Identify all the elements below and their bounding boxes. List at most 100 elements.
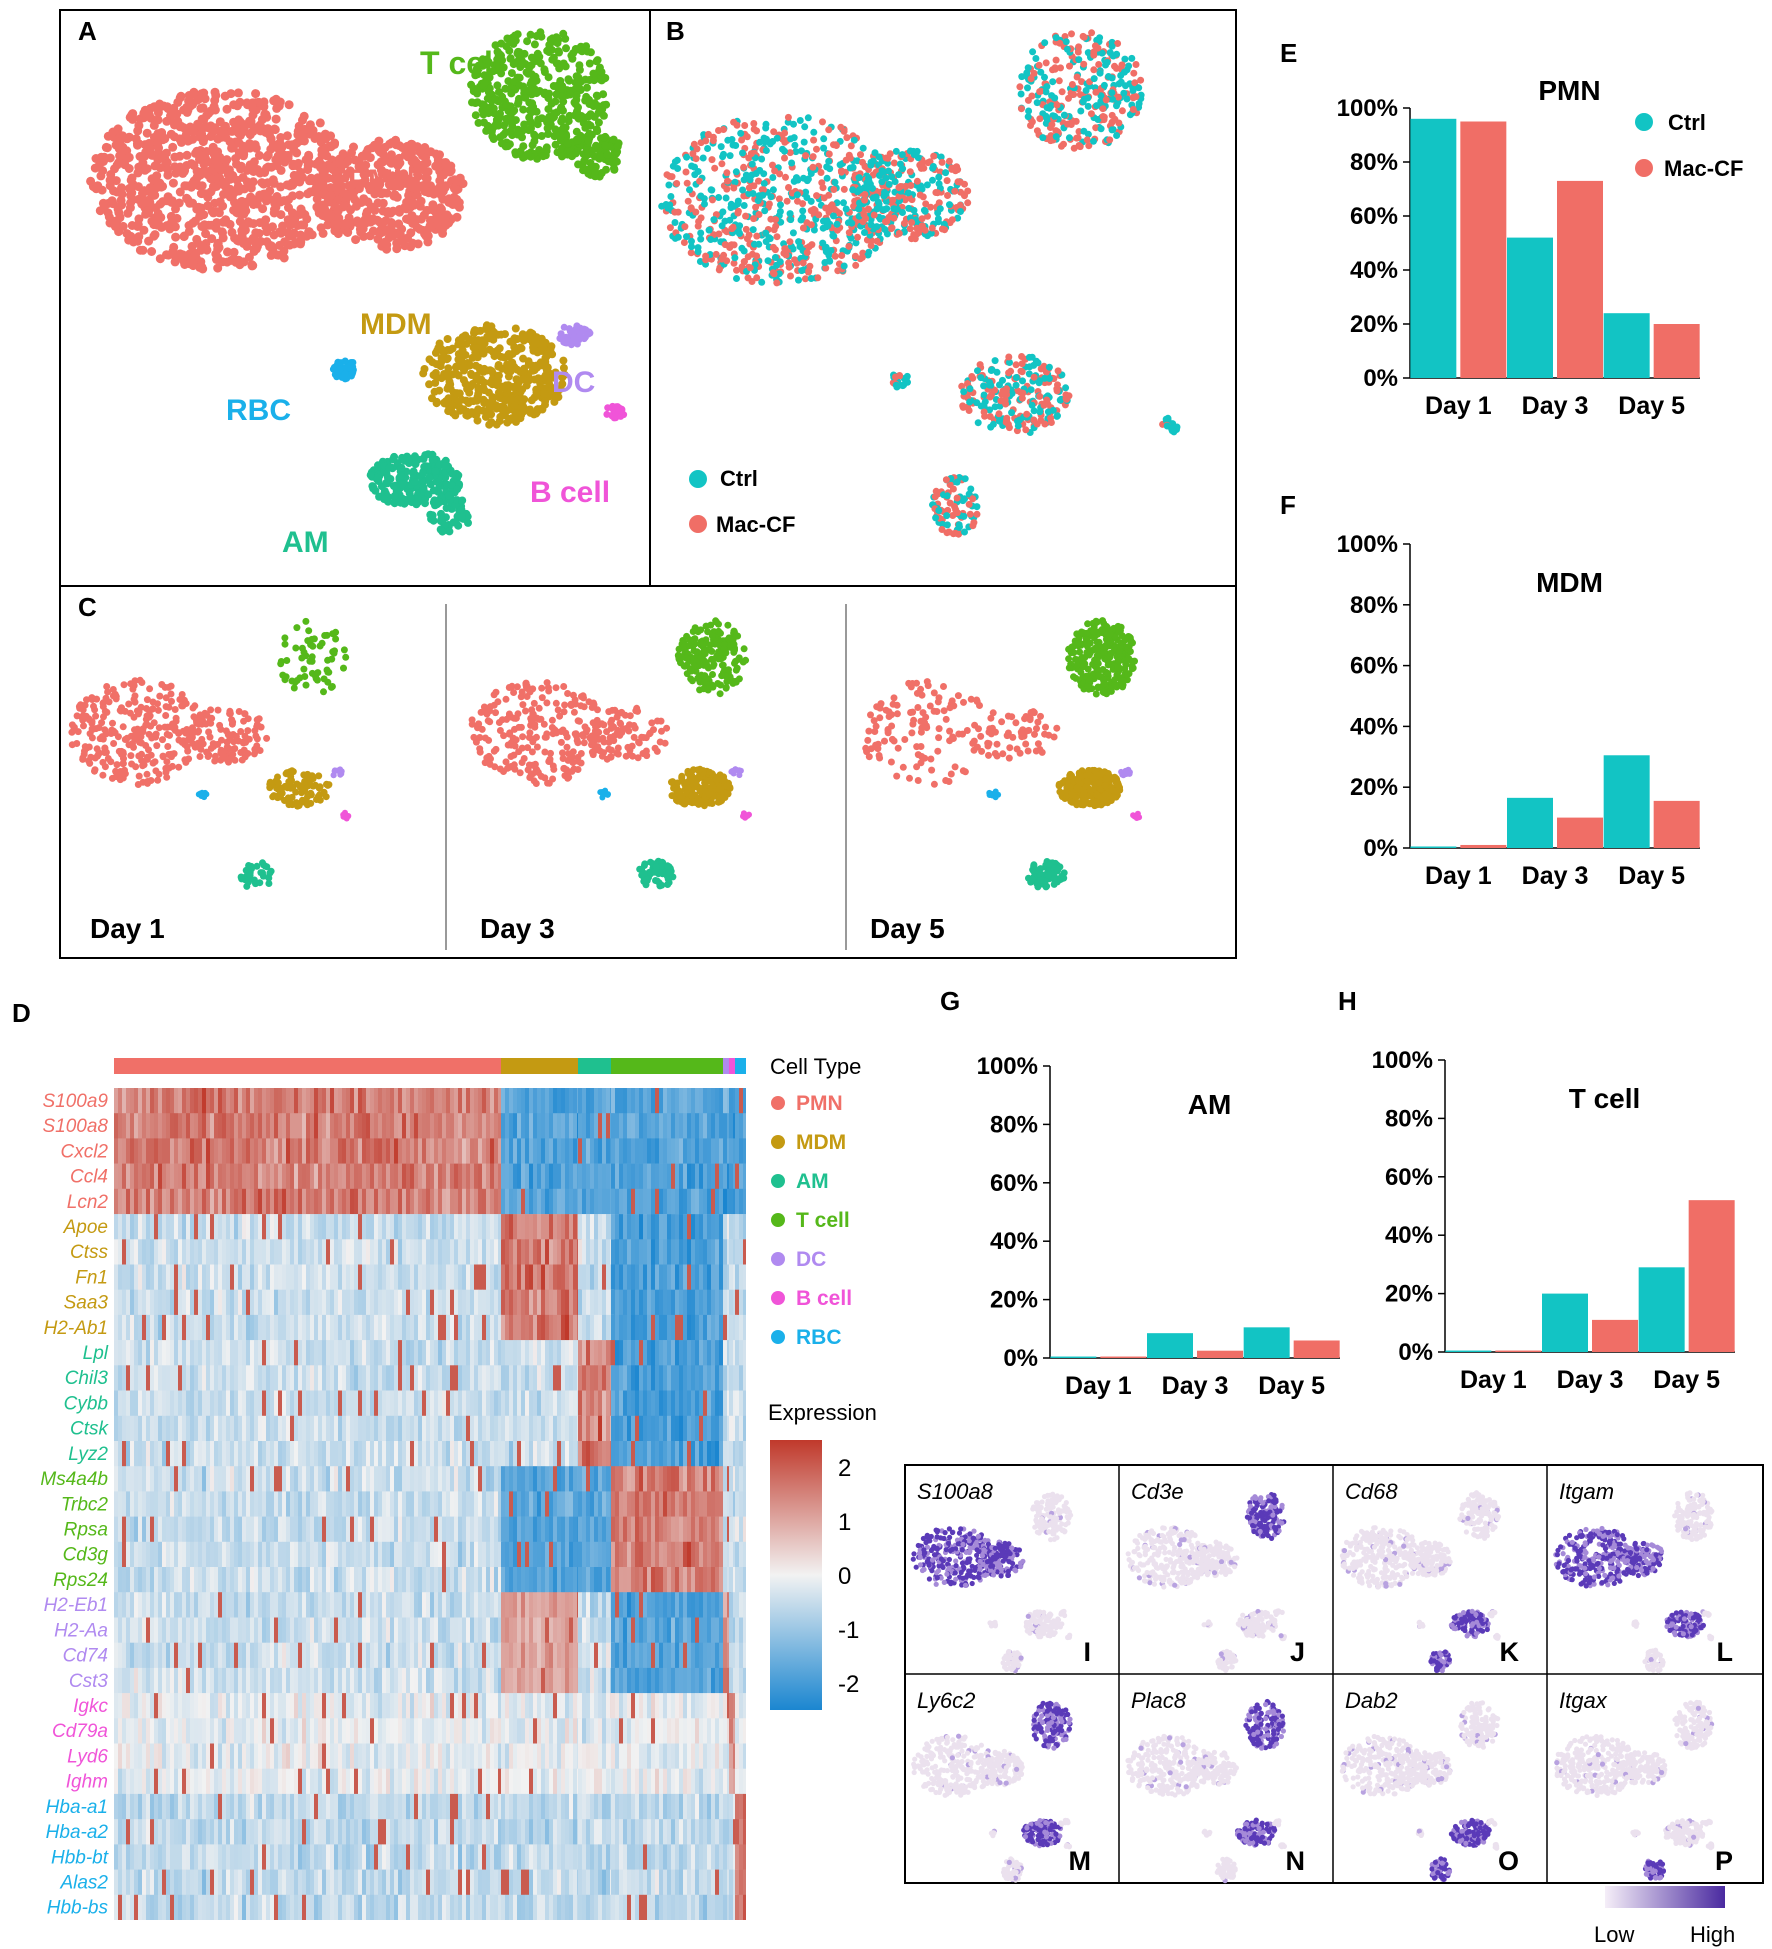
- bar-legend-label: Mac-CF: [1664, 156, 1743, 181]
- x-tick-label: Day 5: [1618, 392, 1685, 420]
- heatmap-row-Chil3: [114, 1365, 746, 1391]
- anno-dc: [723, 1058, 729, 1074]
- gene-label: Hbb-bt: [51, 1847, 109, 1868]
- gene-label: H2-Ab1: [44, 1318, 108, 1339]
- umap-c-points: [68, 617, 1143, 891]
- y-tick-label: 100%: [977, 1053, 1038, 1080]
- y-tick-label: 40%: [1385, 1222, 1433, 1249]
- cell-type-label: B cell: [796, 1287, 852, 1310]
- panel-letter-e: E: [1280, 38, 1297, 68]
- gene-labels: S100a9 S100a8 Cxcl2 Ccl4 Lcn2 Apoe Ctss Fn1 Saa3…: [40, 1091, 109, 1919]
- umap-b-cluster-3: [958, 353, 1073, 436]
- umap-c-day-3: [862, 617, 1143, 891]
- cell-type-label: MDM: [796, 1131, 846, 1154]
- gene-label: Lpl: [83, 1343, 109, 1364]
- feature-gene-label: Itgax: [1559, 1688, 1608, 1713]
- feature-panel-letter: I: [1083, 1637, 1091, 1667]
- heatmap-row-Alas2: [114, 1869, 746, 1896]
- cluster-dc: [556, 322, 594, 349]
- bar-chart-h: 0% 20% 40% 60% 80% 100% Day 1 Day 3 Day 5 T cell: [1372, 1047, 1735, 1394]
- chart-title: T cell: [1569, 1083, 1641, 1114]
- expression-heatmap: [114, 1088, 746, 1920]
- bar-ctrl-day5: [1638, 1267, 1685, 1352]
- gene-label: Lyz2: [68, 1444, 108, 1465]
- c-bcell: [740, 810, 752, 821]
- x-tick-label: Day 5: [1258, 1372, 1325, 1400]
- c-dc: [330, 766, 345, 779]
- heatmap-row-Hba-a1: [114, 1793, 746, 1820]
- cluster-pmn: [86, 87, 352, 274]
- c-pmn-lobe: [179, 706, 271, 766]
- feature-gene-label: Dab2: [1345, 1688, 1398, 1713]
- cluster-mdm: [419, 321, 569, 429]
- heatmap-row-Cst3: [114, 1667, 746, 1694]
- gene-label: Hbb-bs: [47, 1898, 109, 1919]
- feature-panel-letter: N: [1286, 1846, 1306, 1876]
- y-tick-label: 20%: [1350, 311, 1398, 338]
- y-tick-label: 40%: [1350, 713, 1398, 740]
- y-tick-label: 60%: [1350, 203, 1398, 230]
- heatmap-row-Cd79a: [114, 1718, 746, 1744]
- c-dc: [728, 766, 744, 779]
- y-tick-label: 80%: [990, 1111, 1038, 1138]
- feature-plot-Dab2: Dab2 O: [1339, 1688, 1519, 1882]
- cluster-rbc: [329, 357, 357, 383]
- c-pmn: [68, 676, 207, 788]
- y-tick-label: 0%: [1363, 835, 1398, 862]
- y-tick-label: 0%: [1003, 1345, 1038, 1372]
- expression-tick: -2: [838, 1671, 859, 1698]
- heatmap-row-Lcn2: [114, 1188, 746, 1215]
- c-rbc: [195, 789, 210, 801]
- panel-letter-b: B: [666, 16, 685, 46]
- feature-gene-label: Cd3e: [1131, 1479, 1184, 1504]
- y-tick-label: 40%: [990, 1228, 1038, 1255]
- bar-mac-cf-day1: [1495, 1350, 1542, 1352]
- c-pmn: [468, 679, 608, 787]
- feature-plot-S100a8: S100a8 I: [910, 1479, 1091, 1674]
- x-tick-label: Day 5: [1653, 1366, 1720, 1394]
- y-tick-label: 20%: [1385, 1281, 1433, 1308]
- y-tick-label: 100%: [1337, 95, 1398, 122]
- y-tick-label: 80%: [1350, 149, 1398, 176]
- bar-mac-cf-day3: [1557, 817, 1603, 848]
- heatmap-row-S100a8: [114, 1113, 746, 1139]
- cell-type-label: PMN: [796, 1092, 843, 1115]
- panel-letter-d: D: [12, 998, 31, 1028]
- heatmap-row-Ccl4: [114, 1163, 746, 1190]
- gene-label: H2-Eb1: [44, 1595, 108, 1616]
- heatmap-row-Igkc: [114, 1693, 746, 1719]
- cell-type-dot: [771, 1330, 785, 1344]
- gene-label: Fn1: [75, 1267, 108, 1288]
- gene-label: Ctsk: [70, 1419, 110, 1440]
- expression-colorbar: [770, 1440, 822, 1710]
- heatmap-row-Hba-a2: [114, 1819, 746, 1845]
- gene-label: S100a8: [42, 1116, 108, 1137]
- y-tick-label: 80%: [1385, 1105, 1433, 1132]
- panel-letter-c: C: [78, 592, 97, 622]
- cluster-tcell: [467, 28, 611, 163]
- umap-b-cluster-6: [1159, 414, 1181, 436]
- legend-label-ctrl: Ctrl: [720, 466, 758, 491]
- feature-panel-letter: K: [1500, 1637, 1520, 1667]
- label-am: AM: [282, 526, 329, 559]
- feature-panel-letter: M: [1069, 1846, 1092, 1876]
- bar-ctrl-day5: [1243, 1327, 1290, 1358]
- y-tick-label: 20%: [1350, 774, 1398, 801]
- chart-title: PMN: [1538, 75, 1600, 106]
- bar-ctrl-day3: [1542, 1293, 1588, 1352]
- heatmap-row-Hbb-bs: [114, 1894, 746, 1920]
- expression-tick: 0: [838, 1563, 851, 1590]
- bar-ctrl-day1: [1410, 846, 1457, 848]
- feature-plot-Cd3e: Cd3e J: [1125, 1479, 1305, 1673]
- day-label-1: Day 1: [90, 913, 165, 944]
- x-tick-label: Day 3: [1522, 392, 1589, 420]
- anno-am: [578, 1058, 611, 1074]
- scale-low-label: Low: [1594, 1922, 1634, 1947]
- panel-letter-h: H: [1338, 986, 1357, 1016]
- bar-mac-cf-day1: [1100, 1356, 1147, 1358]
- c-bcell: [340, 809, 352, 822]
- heatmap-row-Cybb: [114, 1390, 746, 1416]
- heatmap-row-S100a9: [114, 1088, 746, 1114]
- bar-ctrl-day5: [1603, 755, 1650, 848]
- feature-gene-label: Ly6c2: [917, 1688, 975, 1713]
